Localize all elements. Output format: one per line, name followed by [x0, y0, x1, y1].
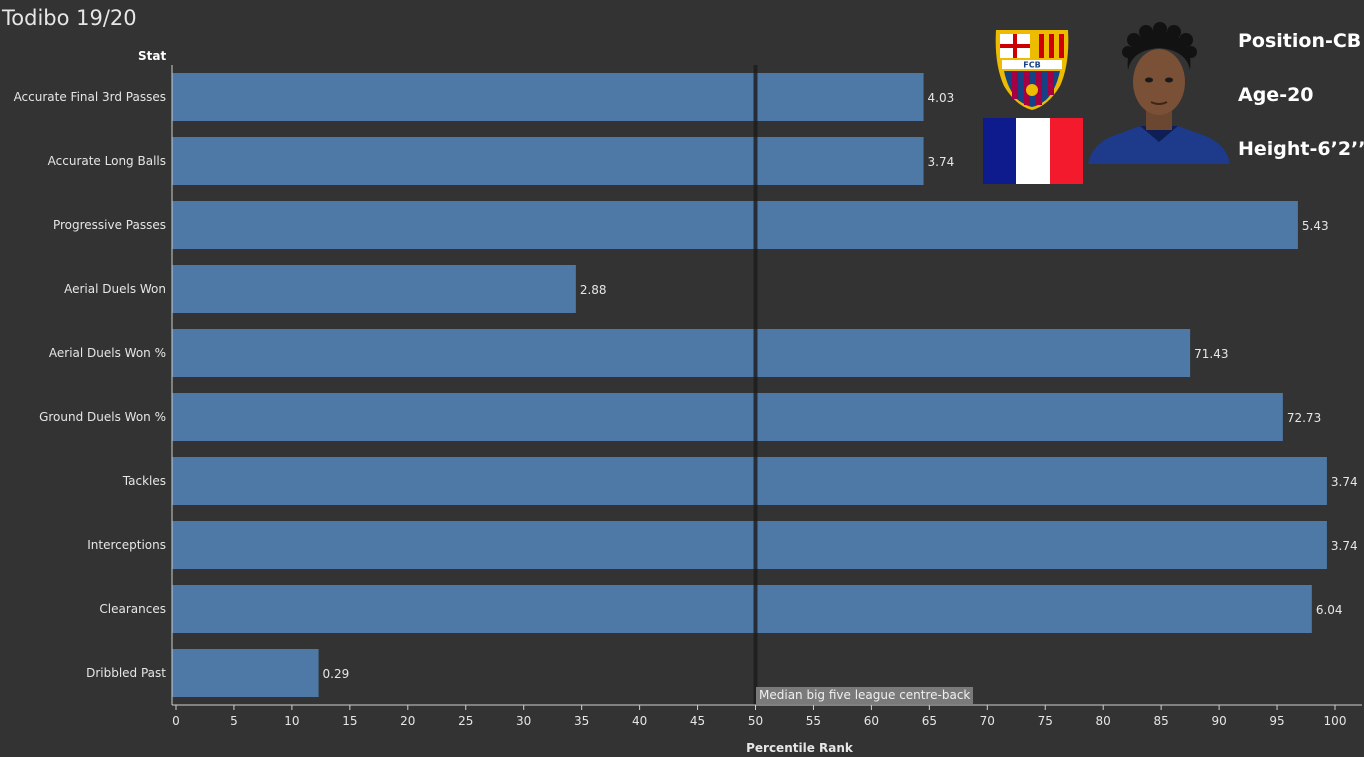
bar-4 — [172, 329, 1191, 377]
x-tick-label: 60 — [864, 714, 879, 728]
data-label: 71.43 — [1194, 347, 1228, 361]
data-label: 2.88 — [580, 283, 607, 297]
x-tick-label: 80 — [1096, 714, 1111, 728]
player-height: Height-6’2’’ — [1238, 138, 1364, 160]
x-tick-label: 65 — [922, 714, 937, 728]
x-axis-title: Percentile Rank — [746, 741, 854, 755]
x-tick-label: 20 — [400, 714, 415, 728]
player-age: Age-20 — [1238, 84, 1314, 106]
category-label: Dribbled Past — [86, 666, 166, 680]
player-position: Position-CB — [1238, 30, 1362, 52]
data-label: 3.74 — [1331, 475, 1358, 489]
category-label: Clearances — [99, 602, 166, 616]
data-label: 72.73 — [1287, 411, 1321, 425]
bar-6 — [172, 457, 1327, 505]
bar-2 — [172, 201, 1298, 249]
badge-text: FCB — [1023, 61, 1040, 70]
category-label: Tackles — [122, 474, 166, 488]
x-tick-label: 95 — [1269, 714, 1284, 728]
stat-column-header: Stat — [138, 49, 167, 63]
chart-title: Todibo 19/20 — [2, 6, 137, 30]
x-tick-label: 25 — [458, 714, 473, 728]
fc-barcelona-crest-icon: FCB — [995, 30, 1069, 110]
median-annotation-label: Median big five league centre-back — [756, 687, 974, 704]
x-tick-label: 10 — [284, 714, 299, 728]
data-label: 6.04 — [1316, 603, 1343, 617]
bar-7 — [172, 521, 1327, 569]
flag-stripe-red — [1049, 118, 1083, 184]
flag-stripe-blue — [983, 118, 1017, 184]
x-tick-label: 5 — [230, 714, 238, 728]
category-label: Accurate Long Balls — [48, 154, 166, 168]
category-label: Aerial Duels Won % — [49, 346, 166, 360]
x-tick-label: 100 — [1324, 714, 1347, 728]
category-label: Aerial Duels Won — [64, 282, 166, 296]
bar-0 — [172, 73, 924, 121]
x-tick-label: 15 — [342, 714, 357, 728]
category-label: Progressive Passes — [53, 218, 166, 232]
data-label: 3.74 — [1331, 539, 1358, 553]
bar-5 — [172, 393, 1283, 441]
x-tick-label: 35 — [574, 714, 589, 728]
bars-layer: Accurate Final 3rd Passes 4.03 Accurate Lo… — [14, 73, 1358, 697]
x-axis: 0 5 10 15 20 25 30 35 40 45 50 55 60 65 70 75 80 85 90 95 10… — [171, 65, 1362, 755]
x-tick-label: 45 — [690, 714, 705, 728]
x-tick-label: 0 — [172, 714, 180, 728]
bar-1 — [172, 137, 924, 185]
data-label: 4.03 — [928, 91, 955, 105]
x-tick-label: 75 — [1038, 714, 1053, 728]
x-tick-label: 90 — [1211, 714, 1226, 728]
flag-stripe-white — [1016, 118, 1050, 184]
data-label: 0.29 — [323, 667, 350, 681]
data-label: 3.74 — [928, 155, 955, 169]
x-tick-label: 40 — [632, 714, 647, 728]
france-flag-icon — [983, 118, 1083, 184]
x-tick-label: 30 — [516, 714, 531, 728]
bar-9 — [172, 649, 319, 697]
bar-8 — [172, 585, 1312, 633]
x-tick-label: 70 — [980, 714, 995, 728]
category-label: Interceptions — [87, 538, 166, 552]
category-label: Ground Duels Won % — [39, 410, 166, 424]
x-tick-label: 50 — [748, 714, 763, 728]
x-tick-label: 55 — [806, 714, 821, 728]
player-portrait-icon — [1088, 22, 1230, 164]
bar-3 — [172, 265, 576, 313]
data-label: 5.43 — [1302, 219, 1329, 233]
x-tick-label: 85 — [1154, 714, 1169, 728]
category-label: Accurate Final 3rd Passes — [14, 90, 166, 104]
